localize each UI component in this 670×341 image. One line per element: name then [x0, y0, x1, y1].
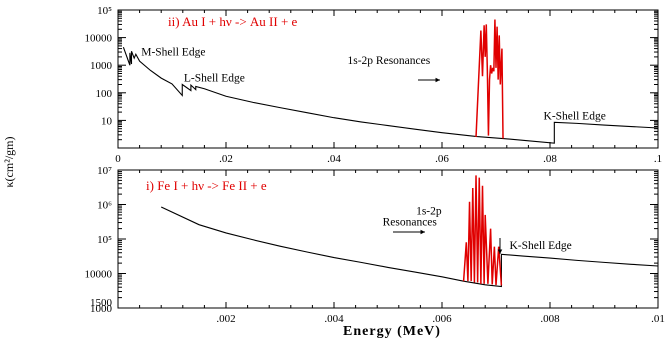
panel-bottom-fe: .002 .004 .006 .008 .01 1000 10000 10⁵ 10⁶ 10⁷ 150…	[85, 165, 665, 325]
x-tick-label: .004	[324, 313, 344, 325]
panel-title: i) Fe I + hν -> Fe II + e	[146, 178, 267, 193]
series-line-0	[160, 206, 659, 288]
y-tick-label: 10000	[85, 33, 113, 45]
x-tick-label: .02	[219, 153, 233, 165]
x-tick-label: 0	[115, 153, 121, 165]
x-tick-label: .1	[654, 153, 662, 165]
plot-frame	[117, 9, 659, 149]
series-line-1	[475, 19, 504, 139]
y-tick-label: 100	[96, 88, 113, 100]
annotation-label: K-Shell Edge	[544, 110, 606, 122]
annotation-label: K-Shell Edge	[510, 240, 572, 252]
x-tick-label: .006	[432, 313, 452, 325]
x-tick-label: .008	[540, 313, 560, 325]
annotation-label: M-Shell Edge	[141, 47, 205, 59]
resonance-arrow-au-head	[435, 77, 440, 83]
annotation-label: Resonances	[383, 216, 438, 228]
y-tick-label: 1500	[90, 297, 113, 309]
x-tick-label: .04	[327, 153, 341, 165]
panel-top-au: 0 .02 .04 .06 .08 .1 10 100 1000 10000 10⁵ ii) Au I…	[85, 5, 663, 165]
y-axis-title: κ(cm²/gm)	[2, 137, 16, 188]
y-tick-label: 10000	[85, 269, 113, 281]
y-tick-label: 10⁶	[97, 200, 112, 212]
series-line-1	[462, 175, 503, 286]
y-tick-label: 10⁵	[97, 234, 112, 246]
annotation-label: 1s-2p Resonances	[348, 55, 431, 67]
series-line-0	[122, 46, 659, 144]
panel-title: ii) Au I + hν -> Au II + e	[168, 14, 298, 29]
y-tick-label: 10⁷	[97, 165, 112, 177]
y-tick-label: 10⁵	[97, 5, 112, 17]
x-tick-label: .002	[216, 313, 235, 325]
annotation-label: L-Shell Edge	[184, 72, 245, 84]
annotation-label: 1s-2p	[416, 205, 442, 217]
x-axis-title: Energy (MeV)	[343, 324, 441, 339]
y-tick-label: 10	[101, 115, 113, 127]
k-edge-arrow-fe-head	[497, 249, 503, 254]
x-tick-label: .08	[543, 153, 557, 165]
x-tick-label: .01	[651, 313, 665, 325]
y-tick-label: 1000	[90, 303, 113, 315]
x-tick-label: .06	[435, 153, 449, 165]
resonance-arrow-fe-head	[420, 229, 425, 235]
y-tick-label: 1000	[90, 60, 113, 72]
